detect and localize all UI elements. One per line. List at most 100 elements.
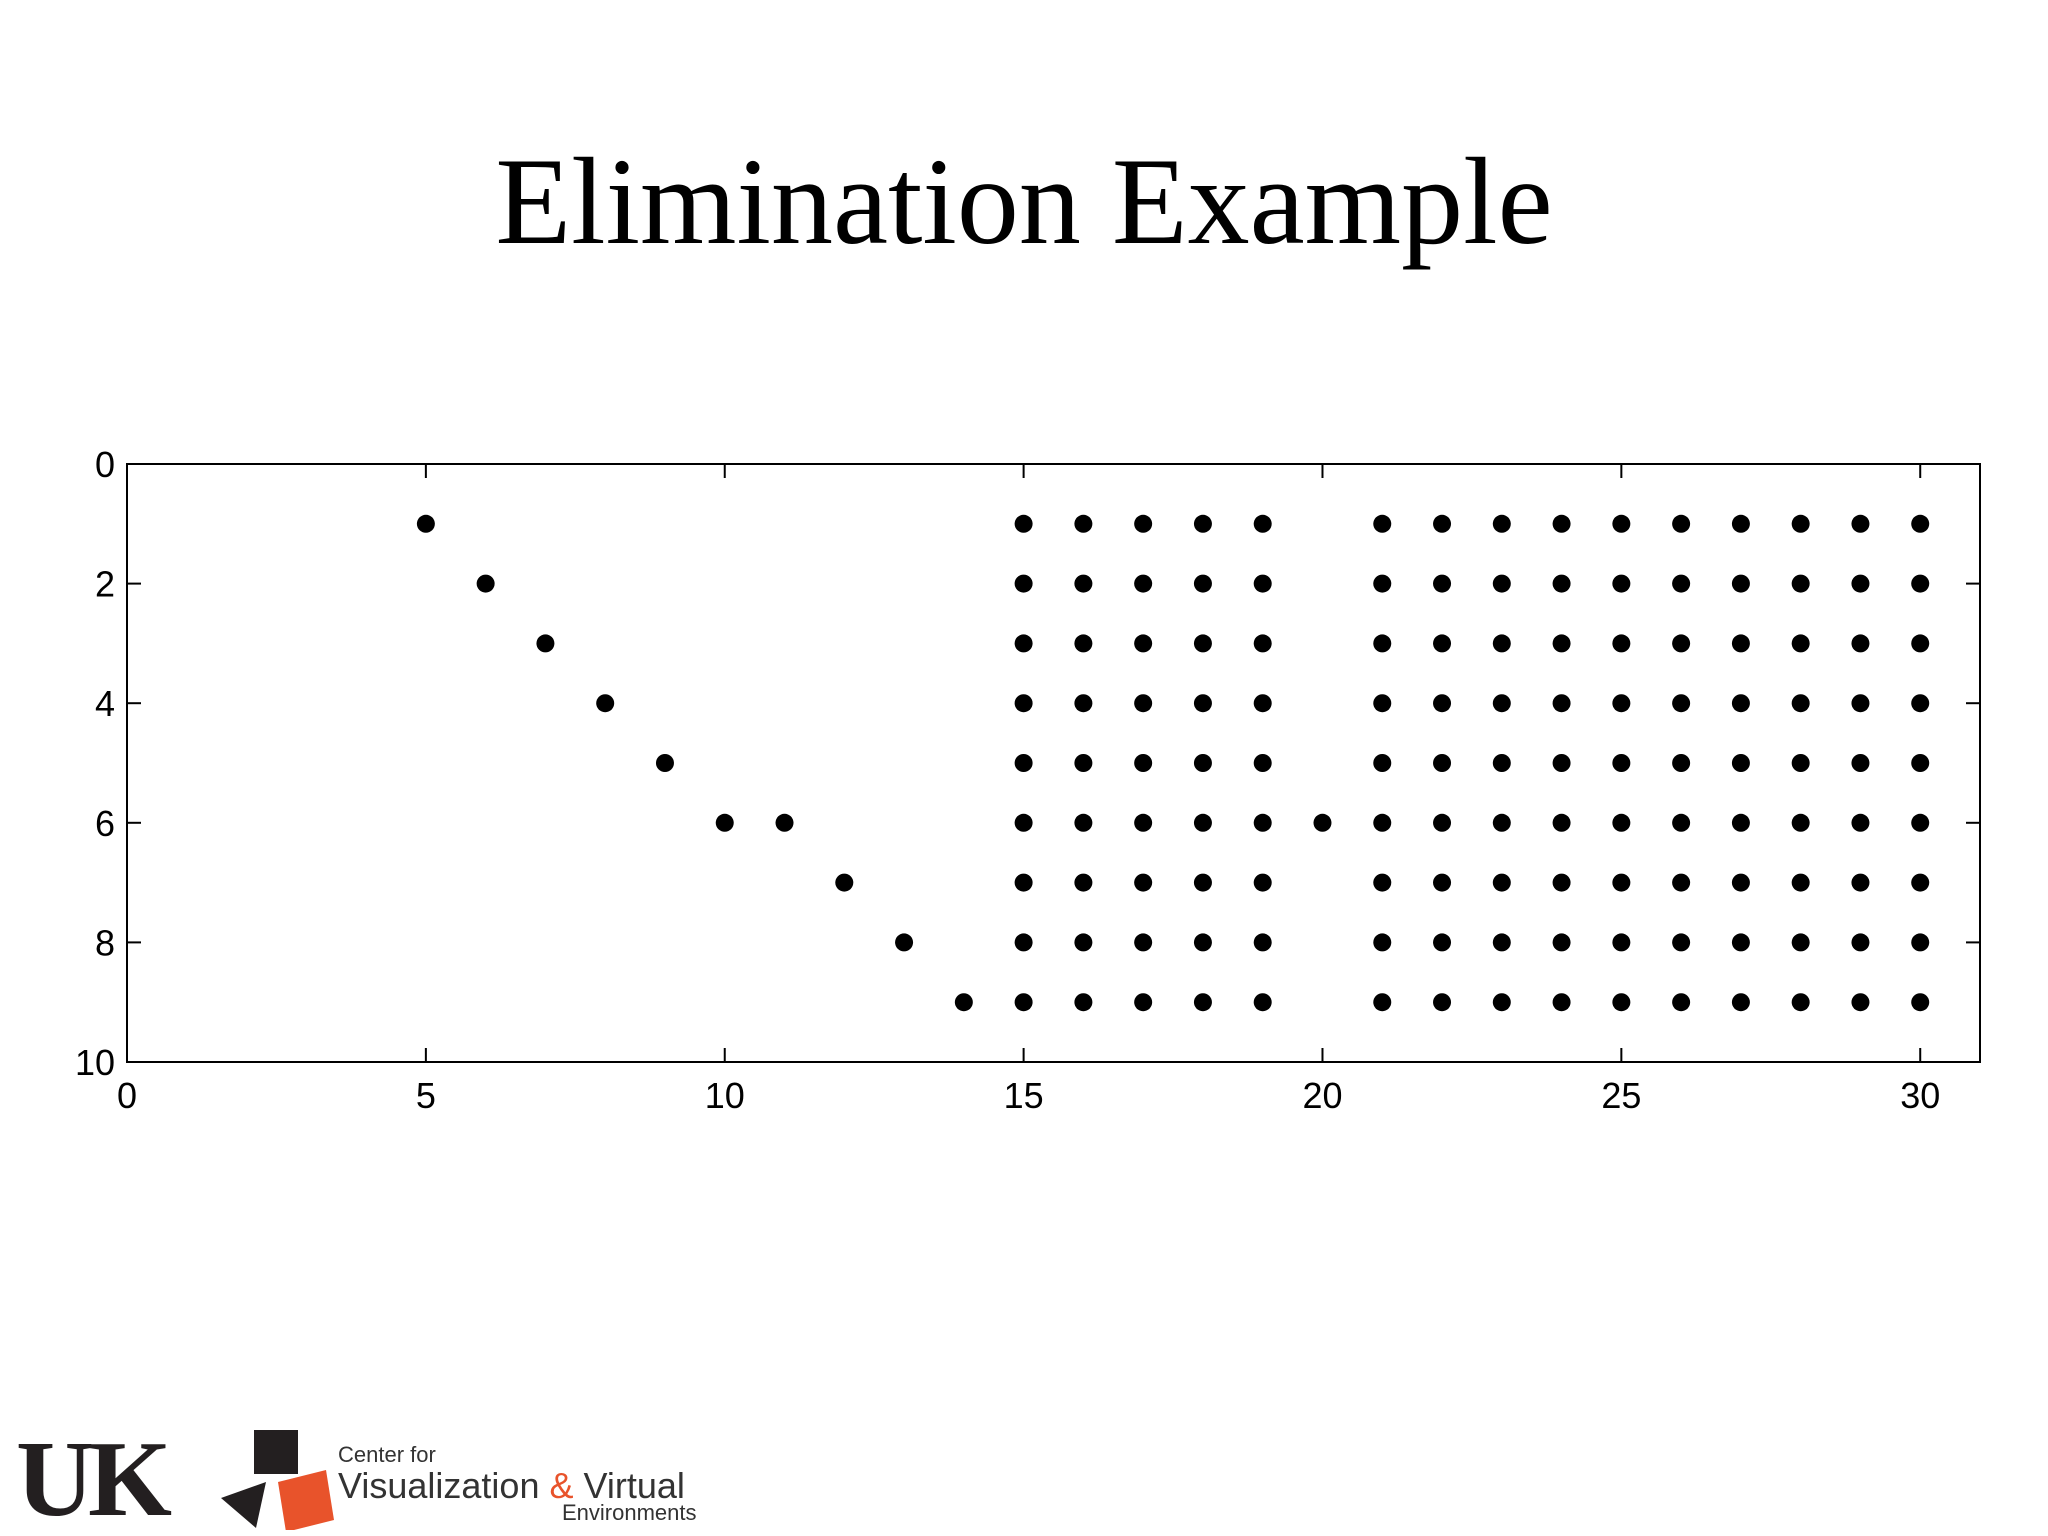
data-point — [1851, 694, 1870, 713]
data-point — [1552, 514, 1571, 533]
data-point — [1193, 754, 1212, 772]
data-point — [536, 634, 555, 653]
data-point — [1731, 873, 1750, 892]
data-point — [1612, 813, 1631, 832]
data-point — [1492, 574, 1511, 593]
data-point — [1014, 993, 1033, 1012]
axis-ticks — [126, 463, 1980, 1063]
data-point — [1373, 873, 1392, 892]
data-point — [1373, 754, 1392, 772]
data-point — [715, 813, 734, 832]
data-point — [1791, 574, 1810, 593]
data-point — [1014, 634, 1033, 653]
data-point — [1552, 993, 1571, 1012]
data-point — [1851, 993, 1870, 1012]
data-point — [416, 514, 435, 533]
data-point — [1911, 694, 1930, 713]
y-tick-label: 6 — [95, 803, 115, 844]
data-point — [1134, 754, 1153, 772]
data-point — [1014, 813, 1033, 832]
data-point — [1074, 873, 1093, 892]
data-point — [1911, 634, 1930, 653]
logo-text-environments: Environments — [562, 1500, 697, 1525]
logo-text-line2: Visualization & Virtual — [338, 1465, 685, 1506]
y-tick-label: 10 — [75, 1042, 115, 1083]
data-point — [1373, 993, 1392, 1012]
data-point — [1791, 694, 1810, 713]
data-point — [1791, 813, 1810, 832]
data-point — [1911, 514, 1930, 533]
data-point — [1253, 514, 1272, 533]
data-point — [1433, 754, 1452, 772]
data-point — [1731, 634, 1750, 653]
x-tick-label: 10 — [705, 1075, 745, 1116]
data-point — [1851, 574, 1870, 593]
data-point — [1134, 813, 1153, 832]
data-point — [1672, 933, 1691, 952]
data-point — [1134, 514, 1153, 533]
data-point — [1433, 574, 1452, 593]
data-point — [1134, 873, 1153, 892]
data-point — [1253, 754, 1272, 772]
data-point — [1014, 514, 1033, 533]
slide-title: Elimination Example — [495, 133, 1553, 270]
data-point — [1911, 873, 1930, 892]
data-point — [1134, 993, 1153, 1012]
data-point — [1851, 634, 1870, 653]
logo-dark-square — [254, 1430, 298, 1474]
data-point — [1313, 813, 1332, 832]
data-point — [1373, 634, 1392, 653]
data-point — [1911, 754, 1930, 772]
x-tick-label: 25 — [1601, 1075, 1641, 1116]
x-tick-label: 0 — [117, 1075, 137, 1116]
cvve-logo-mark — [221, 1430, 334, 1530]
data-point — [1672, 574, 1691, 593]
data-point — [1731, 813, 1750, 832]
data-point — [1672, 813, 1691, 832]
data-point — [1731, 694, 1750, 713]
data-point — [1851, 514, 1870, 533]
data-point — [1074, 754, 1093, 772]
logo-orange-square — [278, 1470, 334, 1530]
uk-logo: UK — [16, 1420, 178, 1530]
data-point — [1074, 813, 1093, 832]
logo-text-ampersand: & — [549, 1465, 573, 1506]
data-point — [1373, 813, 1392, 832]
data-point — [1911, 993, 1930, 1012]
logo-text-center-for: Center for — [338, 1442, 436, 1467]
data-point — [1612, 514, 1631, 533]
data-point — [1074, 574, 1093, 593]
data-point — [1074, 993, 1093, 1012]
logo-text-virtual: Virtual — [584, 1465, 685, 1506]
data-point — [1492, 933, 1511, 952]
data-point — [1134, 574, 1153, 593]
data-point — [1672, 694, 1691, 713]
data-points — [416, 514, 1930, 1012]
data-point — [1552, 873, 1571, 892]
data-point — [1253, 634, 1272, 653]
data-point — [1014, 574, 1033, 593]
data-point — [895, 933, 914, 952]
uk-logo-text: UK — [16, 1420, 172, 1530]
data-point — [1731, 574, 1750, 593]
data-point — [1253, 574, 1272, 593]
data-point — [835, 873, 854, 892]
data-point — [1373, 694, 1392, 713]
x-tick-label: 30 — [1900, 1075, 1940, 1116]
data-point — [1791, 873, 1810, 892]
data-point — [1731, 514, 1750, 533]
axis-tick-labels: 0 5 10 15 20 25 30 0 2 4 6 8 10 — [75, 444, 1940, 1116]
data-point — [1193, 574, 1212, 593]
data-point — [1433, 514, 1452, 533]
data-point — [1612, 634, 1631, 653]
data-point — [1552, 813, 1571, 832]
data-point — [1672, 873, 1691, 892]
data-point — [1193, 933, 1212, 952]
data-point — [1672, 993, 1691, 1012]
data-point — [1851, 754, 1870, 772]
y-tick-label: 4 — [95, 683, 115, 724]
data-point — [1911, 933, 1930, 952]
data-point — [1074, 694, 1093, 713]
y-tick-label: 2 — [95, 564, 115, 605]
data-point — [1492, 813, 1511, 832]
